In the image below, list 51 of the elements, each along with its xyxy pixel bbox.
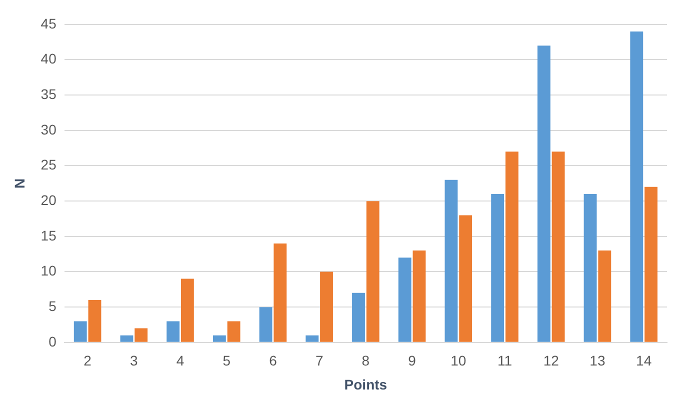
bar: [352, 292, 365, 342]
bar: [598, 250, 612, 342]
x-tick-label: 14: [636, 352, 652, 369]
bar: [227, 321, 240, 342]
y-axis-title: N: [11, 178, 28, 188]
y-tick-label: 20: [40, 192, 57, 208]
bar: [398, 258, 412, 342]
y-tick-label: 25: [40, 156, 57, 173]
x-tick-label: 6: [269, 352, 278, 369]
y-tick-label: 0: [48, 333, 57, 350]
y-tick-label: 5: [48, 298, 57, 314]
bar: [366, 201, 380, 342]
bar: [134, 328, 148, 342]
bar: [180, 278, 194, 342]
y-tick-label: 15: [40, 227, 57, 244]
bar: [320, 272, 333, 342]
bar: [120, 335, 134, 342]
x-tick-label: 9: [408, 352, 416, 369]
y-tick-label: 30: [40, 121, 57, 138]
y-tick-label: 45: [40, 15, 57, 32]
x-tick-label: 4: [176, 352, 184, 369]
bar: [74, 321, 87, 342]
bar: [552, 152, 565, 342]
x-tick-label: 8: [362, 352, 370, 369]
x-tick-label: 10: [450, 352, 466, 369]
x-axis-title: Points: [344, 376, 388, 392]
bar: [644, 186, 658, 342]
bar: [537, 46, 550, 342]
y-tick-label: 10: [40, 262, 57, 279]
x-tick-label: 5: [222, 352, 231, 369]
bar: [274, 243, 287, 342]
x-tick-label: 7: [315, 352, 324, 369]
bar: [630, 31, 644, 342]
y-tick-label: 35: [40, 86, 57, 102]
bar: [306, 335, 319, 342]
x-tick-label: 3: [130, 352, 138, 369]
bar: [166, 321, 180, 342]
x-tick-label: 12: [543, 352, 560, 369]
y-tick-label: 40: [40, 50, 57, 67]
bar: [444, 180, 458, 342]
x-tick-label: 13: [590, 352, 606, 369]
bar: [459, 215, 472, 342]
bar: [88, 300, 102, 342]
bar: [505, 152, 518, 342]
x-tick-label: 11: [497, 352, 512, 369]
x-tick-label: 2: [84, 352, 92, 369]
bar: [412, 250, 426, 342]
bar: [259, 307, 272, 342]
bar: [212, 335, 226, 342]
bar: [584, 194, 597, 342]
bar: [491, 194, 504, 342]
